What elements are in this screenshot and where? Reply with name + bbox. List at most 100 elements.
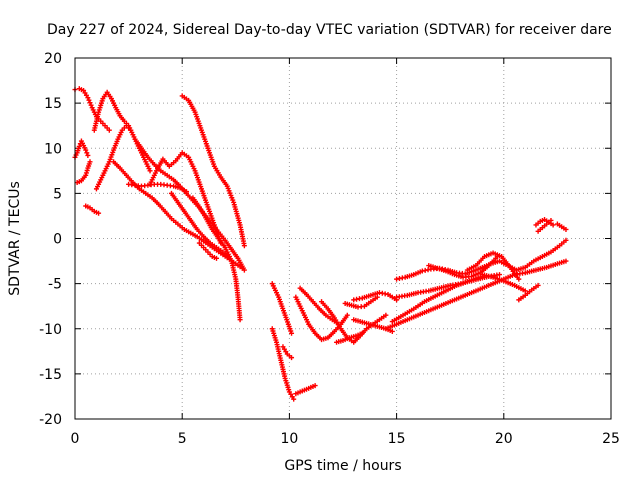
data-point-run <box>514 284 526 293</box>
data-point-run <box>110 98 118 108</box>
data-point-run <box>95 179 103 190</box>
y-tick-label: -10 <box>39 322 62 338</box>
series-track-30 <box>426 254 500 280</box>
data-point-run <box>531 284 539 291</box>
plot-frame <box>74 57 612 420</box>
data-point-run <box>106 91 113 100</box>
data-point-run <box>90 107 98 117</box>
data-point-run <box>464 269 475 276</box>
data-point-run <box>278 360 288 379</box>
data-point <box>550 222 556 228</box>
data-point-run <box>107 149 116 162</box>
data-point-run <box>336 338 344 345</box>
x-tick-label: 10 <box>280 431 298 447</box>
data-point-run <box>274 342 283 361</box>
data-point-run <box>492 251 503 259</box>
data-point-run <box>456 270 465 276</box>
data-point-run <box>326 308 336 319</box>
data-point-run <box>235 262 243 270</box>
data-point-run <box>301 386 310 393</box>
data-point-run <box>364 300 372 308</box>
data-point-run <box>312 300 321 310</box>
data-point-run <box>187 157 197 172</box>
data-point-run <box>219 176 229 187</box>
data-point <box>214 255 220 261</box>
data-point-run <box>366 323 374 330</box>
data-point-run <box>151 196 160 206</box>
data-point-run <box>119 167 128 177</box>
data-point-run <box>321 335 329 342</box>
data-point-run <box>352 335 362 344</box>
data-point <box>522 288 528 294</box>
data-point-run <box>283 314 294 334</box>
data-point-run <box>406 290 419 298</box>
data-point-run <box>294 296 304 311</box>
data-point-run <box>550 244 560 253</box>
axis-ticks: 0 5 10 15 20 25 -20 -15 -10 -5 0 5 10 15 20 <box>39 51 620 447</box>
data-point-run <box>342 336 350 343</box>
x-tick-label: 20 <box>495 431 513 447</box>
data-point-run <box>434 289 447 298</box>
data-point-run <box>473 265 483 273</box>
series-track-25 <box>351 290 400 303</box>
data-point <box>289 355 295 361</box>
series-track-33 <box>516 282 541 303</box>
data-point-run <box>145 192 153 199</box>
data-point-run <box>379 314 387 321</box>
data-point-run <box>138 187 147 195</box>
data-point-run <box>116 129 124 140</box>
data-point-run <box>514 270 526 277</box>
data-point <box>76 143 82 149</box>
series-track-22 <box>334 330 365 345</box>
data-point-run <box>112 160 121 170</box>
data-point-run <box>209 244 217 252</box>
data-point-run <box>503 273 515 281</box>
data-point-run <box>270 283 281 298</box>
data-point-run <box>164 210 173 220</box>
data-point-run <box>351 303 359 309</box>
data-point-run <box>385 322 397 331</box>
y-tick-label: 5 <box>53 186 62 202</box>
data-point-run <box>463 274 472 280</box>
series-track-32 <box>479 272 528 294</box>
data-point <box>96 210 102 216</box>
data-point-run <box>331 318 340 326</box>
data-point <box>344 312 350 318</box>
data-point-run <box>509 266 520 280</box>
data-point-run <box>372 323 380 329</box>
data-point-run <box>83 168 90 176</box>
series-track-12 <box>179 93 247 249</box>
data-point-run <box>428 304 440 313</box>
data-point-run <box>202 235 211 244</box>
data-point-run <box>299 287 308 296</box>
y-tick-label: -20 <box>39 412 62 428</box>
data-point-run <box>359 319 367 326</box>
series-track-29 <box>394 237 569 282</box>
data-point-run <box>404 272 415 280</box>
data-point-run <box>428 286 440 293</box>
data-point-run <box>183 228 192 235</box>
data-point-run <box>181 94 189 102</box>
data-point-run <box>236 257 246 271</box>
data-point <box>85 152 91 158</box>
data-point-run <box>372 318 380 326</box>
data-point-run <box>148 170 158 185</box>
data-point-run <box>471 286 483 295</box>
data-point-run <box>428 263 438 271</box>
data-point-run <box>193 111 204 131</box>
data-point-run <box>559 239 567 247</box>
series-track-15 <box>269 326 297 402</box>
data-point-run <box>484 251 494 259</box>
data-point-run <box>198 206 207 219</box>
data-point-run <box>281 346 289 355</box>
data-point-run <box>482 282 494 290</box>
data-point-run <box>181 151 189 159</box>
data-point <box>128 127 134 133</box>
data-point-run <box>533 255 543 263</box>
series-track-17 <box>280 344 295 361</box>
data-point-run <box>406 313 419 322</box>
data-point-run <box>518 294 526 301</box>
data-point <box>312 383 318 389</box>
data-point-run <box>355 331 363 338</box>
data-point-run <box>546 261 558 270</box>
